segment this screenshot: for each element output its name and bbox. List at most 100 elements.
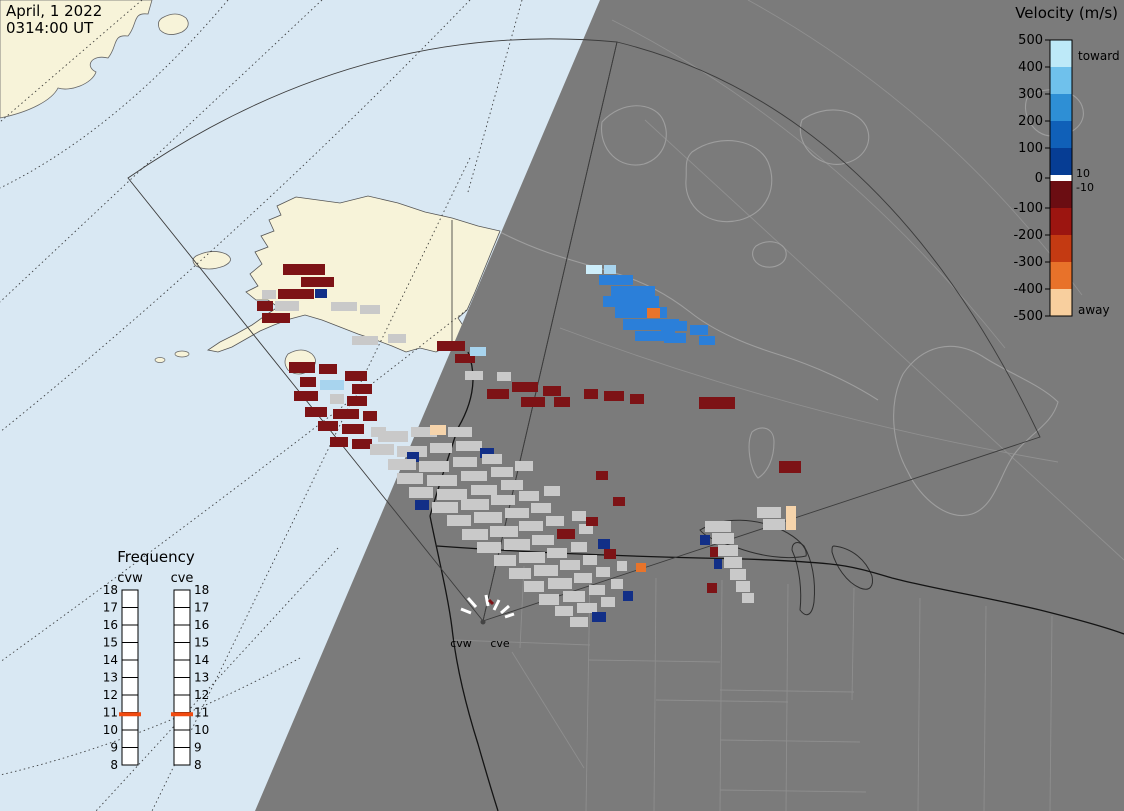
time-label: 0314:00 UT — [6, 19, 94, 37]
velocity-cells-layer — [257, 264, 801, 627]
velocity-cell — [615, 307, 667, 318]
frequency-tick-label: 18 — [194, 583, 209, 597]
velocity-cell — [603, 296, 659, 307]
colorbar-tick-label: 500 — [1018, 33, 1043, 48]
velocity-cell — [714, 559, 722, 569]
zero-tick-minus10: -10 — [1076, 181, 1094, 194]
colorbar-tick-label: -200 — [1013, 228, 1043, 243]
island-aleutian-2 — [154, 357, 166, 363]
velocity-cell — [544, 486, 560, 496]
frequency-tick-label: 8 — [194, 758, 202, 772]
island-small — [158, 13, 189, 35]
date-label: April, 1 2022 — [6, 2, 102, 20]
graticule-meridian — [467, 0, 523, 193]
colorbar-tick-label: 0 — [1035, 171, 1043, 186]
island-arctic-east — [799, 109, 870, 165]
velocity-cell — [724, 557, 742, 568]
velocity-cell — [430, 425, 446, 435]
state-border — [511, 651, 585, 769]
velocity-cell — [345, 371, 367, 381]
state-border — [655, 699, 789, 703]
velocity-cell — [519, 552, 545, 563]
frequency-legend: Frequency cvw cve 1817161514131211109818… — [103, 548, 210, 772]
state-border — [653, 577, 657, 811]
radar-label-cvw: cvw — [450, 637, 472, 650]
velocity-cell — [294, 391, 318, 401]
frequency-generated: 18 17 16 15 14 13 12 11 10 9 8 18 17 16 15 14 13 12 11 10 9 8 — [103, 583, 210, 772]
velocity-cell — [352, 336, 378, 345]
velocity-cell — [757, 507, 781, 518]
state-border — [785, 583, 789, 811]
velocity-cell — [596, 471, 608, 480]
velocity-cell — [487, 389, 509, 399]
velocity-cell — [491, 467, 513, 477]
island-aleutian-1 — [174, 350, 190, 358]
frequency-tick-label: 14 — [103, 653, 118, 667]
velocity-cell — [415, 500, 429, 510]
frequency-tick-label: 12 — [103, 688, 118, 702]
colorbar-segment — [1050, 148, 1072, 175]
velocity-cell — [604, 391, 624, 401]
velocity-cell — [707, 583, 717, 593]
velocity-cell — [491, 495, 515, 505]
velocity-cell — [315, 289, 327, 298]
velocity-cell — [577, 603, 597, 613]
frequency-tick-label: 9 — [194, 741, 202, 755]
velocity-cell — [598, 539, 610, 549]
velocity-cell — [465, 371, 483, 380]
colorbar-generated: 500 400 300 200 100 0 -100 -200 -300 -400 -500 — [1013, 33, 1073, 324]
velocity-cell — [548, 578, 572, 589]
state-border — [587, 659, 721, 663]
velocity-cell — [664, 333, 686, 343]
velocity-cell — [786, 506, 796, 530]
away-label: away — [1078, 303, 1110, 317]
velocity-cell — [586, 517, 598, 526]
velocity-cell — [419, 461, 449, 472]
frequency-tick-label: 15 — [103, 636, 118, 650]
colorbar-segment — [1050, 94, 1072, 121]
lake-winnipeg — [748, 427, 775, 479]
velocity-cell — [539, 594, 559, 605]
velocity-cell — [360, 305, 380, 314]
graticule-meridian — [0, 0, 323, 303]
state-border — [917, 597, 921, 811]
frequency-tick-label: 13 — [194, 671, 209, 685]
velocity-cell — [730, 569, 746, 580]
radar-site-dot — [480, 619, 486, 625]
island-banks — [601, 105, 667, 166]
velocity-cell — [589, 585, 605, 595]
velocity-cell — [501, 480, 523, 490]
velocity-cell — [482, 454, 502, 464]
velocity-cell — [617, 561, 627, 571]
velocity-cell — [690, 325, 708, 335]
velocity-cell — [524, 581, 544, 592]
velocity-cell — [430, 443, 452, 453]
velocity-cell — [531, 503, 551, 513]
velocity-cell — [437, 489, 467, 500]
velocity-cell — [363, 411, 377, 421]
frequency-tick-label: 18 — [103, 583, 118, 597]
frequency-tick-label: 9 — [110, 741, 118, 755]
radar-beam-mark — [487, 598, 495, 606]
velocity-cell — [447, 515, 471, 526]
velocity-cell — [301, 277, 334, 287]
state-border — [851, 587, 855, 701]
velocity-cell — [480, 448, 494, 458]
colorbar-segment — [1050, 40, 1072, 67]
coastline-chukotka — [0, 0, 153, 119]
velocity-cell — [534, 565, 558, 576]
velocity-cell — [305, 407, 327, 417]
colorbar-tick-label: -500 — [1013, 309, 1043, 324]
velocity-cell — [611, 286, 655, 296]
velocity-cell — [623, 319, 679, 330]
lake-huron — [831, 545, 873, 590]
velocity-cell — [427, 475, 457, 486]
velocity-cell — [572, 511, 586, 521]
graticule-arc-night — [747, 0, 1083, 296]
frequency-legend-title: Frequency — [117, 548, 195, 566]
velocity-cell — [742, 593, 754, 603]
colorbar-segment — [1050, 67, 1072, 94]
velocity-cell — [275, 301, 299, 311]
velocity-cell — [330, 437, 348, 447]
